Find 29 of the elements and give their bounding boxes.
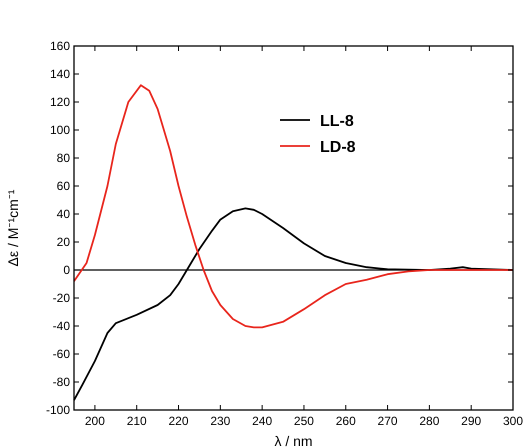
- y-tick-label: -100: [46, 403, 70, 417]
- y-tick-label: 80: [56, 151, 70, 165]
- x-tick-label: 300: [502, 414, 523, 428]
- y-tick-label: 160: [50, 39, 70, 53]
- x-tick-label: 250: [294, 414, 314, 428]
- y-tick-label: 100: [50, 123, 70, 137]
- x-tick-label: 240: [252, 414, 272, 428]
- legend-label: LL-8: [320, 113, 354, 130]
- x-tick-label: 200: [84, 414, 106, 428]
- x-tick-label: 270: [378, 414, 398, 428]
- x-tick-label: 220: [168, 414, 189, 428]
- x-tick-label: 210: [126, 414, 148, 428]
- y-axis-title: Δε / M⁻¹cm⁻¹: [5, 189, 21, 266]
- y-tick-label: 140: [50, 67, 70, 81]
- y-tick-label: 20: [56, 235, 70, 249]
- y-tick-label: 120: [50, 95, 70, 109]
- legend-label: LD-8: [320, 139, 356, 156]
- y-tick-label: 60: [56, 179, 70, 193]
- x-axis-title: λ / nm: [274, 433, 313, 448]
- y-tick-label: -40: [52, 319, 70, 333]
- y-tick-label: -60: [52, 347, 70, 361]
- x-tick-label: 280: [419, 414, 440, 428]
- y-tick-label: -80: [52, 375, 70, 389]
- x-tick-label: 290: [461, 414, 482, 428]
- y-tick-label: -20: [52, 291, 70, 305]
- y-tick-label: 40: [56, 207, 70, 221]
- x-tick-label: 260: [336, 414, 356, 428]
- y-tick-label: 0: [63, 263, 70, 277]
- x-tick-label: 230: [210, 414, 231, 428]
